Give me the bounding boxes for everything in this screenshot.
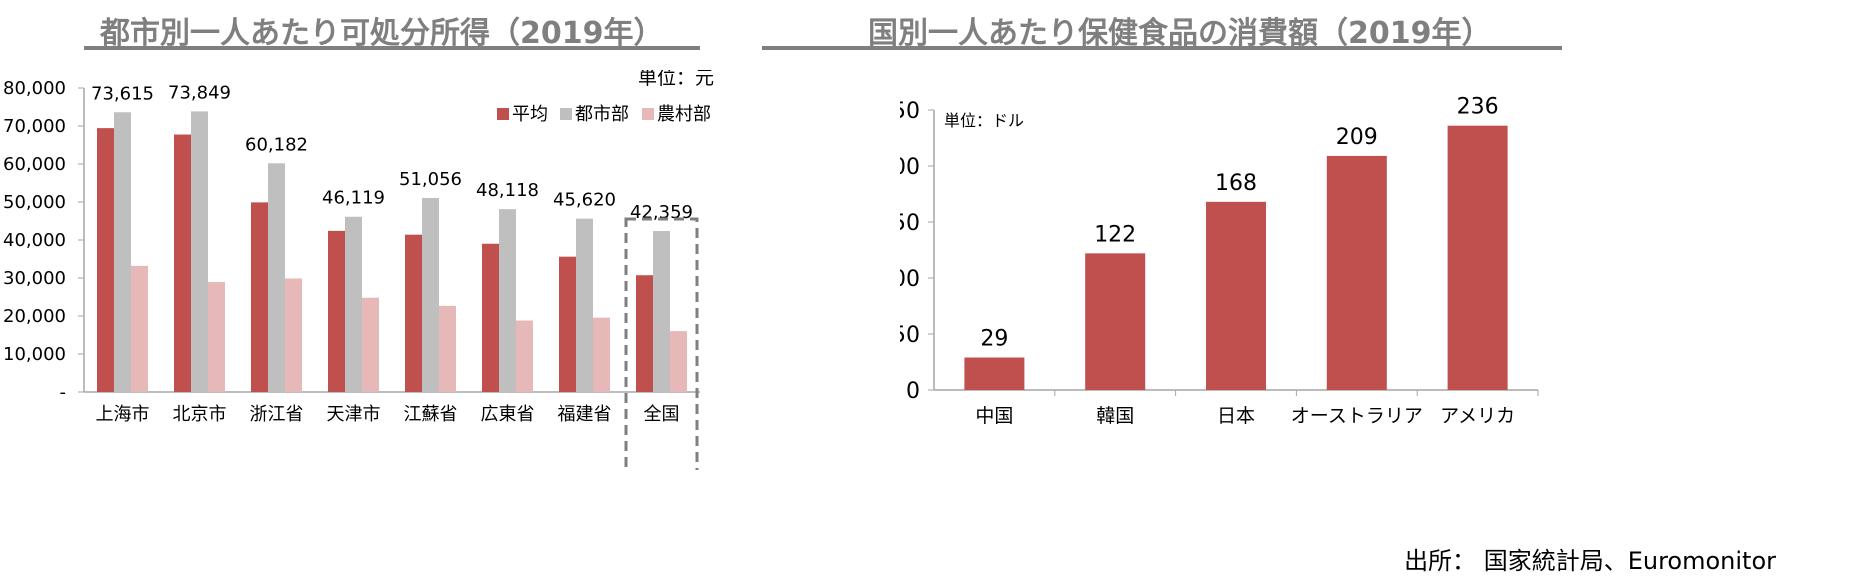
data-label: 236 — [1457, 95, 1499, 120]
bar-urban — [268, 163, 285, 392]
x-tick-label: オーストラリア — [1291, 405, 1423, 427]
y-tick-label: 70,000 — [3, 116, 66, 137]
bar-urban — [422, 197, 439, 392]
chart2-title-rule — [762, 46, 1562, 50]
bar-rural — [593, 317, 610, 392]
data-label: 168 — [1215, 171, 1257, 196]
x-tick-label: 中国 — [975, 405, 1013, 427]
bar — [1085, 253, 1146, 390]
bar — [1206, 201, 1266, 390]
bar-rural — [131, 265, 148, 392]
bar-rural — [208, 282, 225, 392]
source-note: 出所： 国家統計局、Euromonitor — [1404, 547, 1776, 575]
legend-label: 都市部 — [575, 104, 629, 125]
legend-swatch — [560, 108, 572, 120]
legend-label: 平均 — [512, 104, 548, 125]
bar-urban — [191, 111, 208, 393]
x-tick-label: 日本 — [1217, 405, 1255, 427]
health-food-chart: 0 50 100 150 200 250 29 中国 122 韓国 168 日本 209 オーストラリア 2… — [900, 95, 1539, 427]
bar-urban — [576, 218, 593, 392]
x-tick-label: 全国 — [644, 404, 680, 425]
income-chart: - 10,000 20,000 30,000 40,000 50,000 60,000 70,… — [3, 70, 714, 470]
highlight-box — [624, 217, 699, 470]
bar-avg — [328, 230, 345, 392]
data-label: 73,615 — [91, 83, 154, 104]
y-tick-label: 30,000 — [3, 268, 66, 289]
data-label: 122 — [1094, 222, 1136, 247]
y-tick-label: 100 — [900, 267, 920, 292]
bar-rural — [285, 278, 302, 392]
chart1-title: 都市別一人あたり可処分所得（2019年） — [100, 16, 664, 51]
legend-label: 農村部 — [657, 104, 711, 125]
data-label: 60,182 — [245, 134, 308, 155]
bar-rural — [670, 331, 687, 392]
bar — [1326, 155, 1387, 390]
bar-avg — [559, 256, 576, 392]
bar-avg — [405, 234, 422, 392]
y-tick-label: - — [60, 382, 67, 403]
bar-urban — [114, 112, 131, 392]
legend-swatch — [642, 108, 654, 120]
y-tick-label: 250 — [900, 99, 920, 124]
data-label: 48,118 — [476, 180, 539, 201]
bar-rural — [439, 305, 456, 392]
chart2-title: 国別一人あたり保健食品の消費額（2019年） — [868, 16, 1492, 51]
bar — [964, 357, 1025, 390]
data-label: 45,620 — [553, 190, 616, 211]
y-tick-label: 40,000 — [3, 230, 66, 251]
data-label: 73,849 — [168, 82, 231, 103]
y-tick-label: 20,000 — [3, 306, 66, 327]
x-tick-label: 韓国 — [1096, 405, 1134, 427]
bar-rural — [362, 297, 379, 392]
y-tick-label: 60,000 — [3, 154, 66, 175]
bar-urban — [653, 231, 670, 392]
x-tick-label: アメリカ — [1440, 405, 1515, 427]
unit-label: 単位：ドル — [944, 111, 1024, 130]
x-tick-label: 福建省 — [558, 404, 612, 425]
bar — [1447, 125, 1508, 391]
bar-rural — [516, 320, 533, 392]
bar-avg — [97, 128, 114, 392]
bar-avg — [251, 202, 268, 392]
y-tick-label: 200 — [900, 155, 920, 180]
data-label: 46,119 — [322, 188, 385, 209]
y-tick-label: 0 — [906, 379, 920, 404]
bar-avg — [636, 275, 653, 392]
y-tick-label: 150 — [900, 211, 920, 236]
x-tick-label: 江蘇省 — [404, 404, 458, 425]
x-tick-label: 上海市 — [96, 404, 150, 425]
y-tick-label: 50,000 — [3, 192, 66, 213]
data-label: 29 — [980, 327, 1008, 352]
y-tick-label: 50 — [900, 323, 920, 348]
legend-swatch — [497, 108, 509, 120]
bar-urban — [345, 216, 362, 392]
x-tick-label: 広東省 — [481, 404, 535, 425]
data-label: 209 — [1336, 125, 1378, 150]
bar-avg — [482, 243, 499, 392]
chart1-title-rule — [84, 46, 700, 50]
x-tick-label: 北京市 — [173, 404, 227, 425]
x-tick-label: 浙江省 — [250, 404, 304, 425]
y-tick-label: 80,000 — [3, 78, 66, 99]
unit-label: 単位：元 — [638, 70, 714, 89]
y-tick-label: 10,000 — [3, 344, 66, 365]
bar-urban — [499, 209, 516, 392]
bar-avg — [174, 134, 191, 392]
x-tick-label: 天津市 — [327, 404, 381, 425]
data-label: 51,056 — [399, 169, 462, 190]
